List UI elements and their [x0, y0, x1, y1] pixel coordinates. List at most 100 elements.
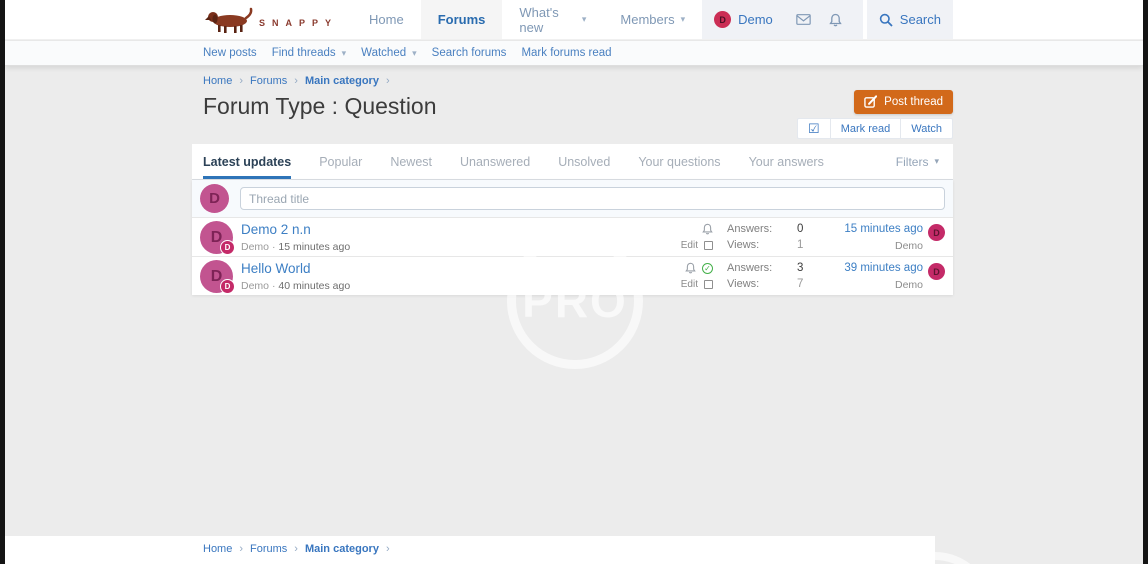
post-thread-button[interactable]: Post thread	[854, 90, 953, 114]
chevron-right-icon: ›	[239, 543, 244, 555]
main-navigation: Home Forums What's new ▾ Members ▾	[352, 0, 702, 39]
avatar-letter: D	[210, 228, 223, 246]
search-icon	[879, 13, 893, 27]
thread-row: D D Hello World Demo · 40 minutes ago ✓ …	[192, 256, 953, 295]
last-post-avatar[interactable]: D	[928, 263, 945, 280]
tab-popular[interactable]: Popular	[319, 154, 363, 169]
nav-whats-new-label: What's new	[519, 4, 559, 35]
thread-author: Demo	[241, 280, 270, 292]
edit-link[interactable]: Edit	[680, 279, 698, 290]
alerts-button[interactable]	[820, 13, 851, 27]
last-post-time-link[interactable]: 39 minutes ago	[844, 262, 923, 274]
top-navbar: SNAPPY Home Forums What's new ▾ Members …	[5, 0, 1143, 40]
subnav-find-threads[interactable]: Find threads ▾	[272, 47, 346, 59]
tab-unanswered[interactable]: Unanswered	[460, 154, 531, 169]
select-all-checkbox[interactable]: ☑	[798, 119, 831, 138]
views-label: Views:	[727, 278, 760, 290]
breadcrumb: Home › Forums › Main category ›	[203, 75, 953, 87]
bell-icon	[702, 223, 713, 235]
nav-members[interactable]: Members ▾	[603, 0, 702, 39]
thread-tools-bar: ☑ Mark read Watch	[797, 118, 953, 139]
nav-home[interactable]: Home	[369, 12, 404, 27]
tab-latest-updates[interactable]: Latest updates	[203, 144, 292, 179]
topnav-right: D Demo	[702, 0, 953, 39]
breadcrumb-main-category[interactable]: Main category	[304, 75, 379, 87]
mini-avatar[interactable]: D	[220, 279, 235, 294]
filters-menu[interactable]: Filters ▾	[896, 144, 939, 179]
solved-check-icon: ✓	[702, 262, 713, 274]
pencil-square-icon	[864, 95, 878, 108]
bell-icon	[829, 13, 842, 26]
search-label: Search	[899, 12, 941, 27]
answers-count: 3	[797, 262, 804, 274]
last-post-user: Demo	[894, 279, 923, 291]
brand-wordmark: SNAPPY	[259, 17, 339, 28]
thread-flags: ✓	[679, 262, 713, 274]
views-count: 7	[797, 278, 804, 290]
thread-author: Demo	[241, 241, 270, 253]
avatar-letter: D	[224, 243, 231, 252]
secondary-navbar: New posts Find threads ▾ Watched ▾ Searc…	[5, 41, 1143, 66]
avatar-letter: D	[209, 190, 220, 207]
nav-forums[interactable]: Forums	[420, 0, 503, 39]
avatar[interactable]: D	[200, 221, 233, 254]
thread-posted-time: 40 minutes ago	[278, 280, 351, 292]
subnav-mark-forums-read[interactable]: Mark forums read	[521, 47, 612, 59]
subnav-watched[interactable]: Watched ▾	[361, 47, 417, 59]
dachshund-logo-icon	[205, 7, 253, 33]
account-area: D Demo	[702, 0, 863, 39]
chevron-right-icon: ›	[239, 75, 244, 87]
inbox-button[interactable]	[787, 14, 820, 25]
tab-your-answers[interactable]: Your answers	[748, 154, 824, 169]
views-count: 1	[797, 239, 804, 251]
mark-read-button[interactable]: Mark read	[831, 119, 902, 138]
chevron-right-icon: ›	[385, 75, 390, 87]
last-post-time-link[interactable]: 15 minutes ago	[844, 223, 923, 235]
nav-whats-new[interactable]: What's new ▾	[502, 0, 603, 39]
thread-select-checkbox[interactable]	[704, 241, 713, 250]
last-post-user: Demo	[894, 240, 923, 252]
meta-separator: ·	[271, 241, 276, 253]
subnav-new-posts[interactable]: New posts	[203, 47, 257, 59]
page-title: Forum Type : Question	[203, 93, 437, 119]
thread-title-link[interactable]: Hello World	[241, 261, 311, 276]
edit-link[interactable]: Edit	[680, 240, 698, 251]
watch-button[interactable]: Watch	[911, 122, 942, 135]
tab-unsolved[interactable]: Unsolved	[558, 154, 611, 169]
chevron-right-icon: ›	[294, 75, 298, 87]
chevron-down-icon: ▾	[412, 47, 417, 58]
chevron-down-icon: ▾	[341, 47, 347, 58]
nav-members-label: Members	[620, 12, 675, 27]
chevron-down-icon: ▾	[581, 14, 587, 24]
screen-edge-right	[1143, 0, 1148, 564]
thread-meta: Demo · 15 minutes ago	[241, 241, 350, 253]
avatar-letter: D	[719, 14, 726, 25]
tab-newest[interactable]: Newest	[390, 154, 432, 169]
breadcrumb-forums[interactable]: Forums	[250, 75, 288, 87]
search-button[interactable]: Search	[866, 0, 953, 39]
mini-avatar[interactable]: D	[220, 240, 235, 255]
breadcrumb-home[interactable]: Home	[203, 543, 233, 555]
tab-your-questions[interactable]: Your questions	[638, 154, 721, 169]
thread-title-input[interactable]	[240, 187, 945, 210]
breadcrumb-home[interactable]: Home	[203, 75, 233, 87]
thread-select-checkbox[interactable]	[704, 280, 713, 289]
site-logo[interactable]: SNAPPY	[205, 0, 338, 39]
thread-posted-time: 15 minutes ago	[278, 241, 351, 253]
last-post-avatar[interactable]: D	[928, 224, 945, 241]
thread-title-link[interactable]: Demo 2 n.n	[241, 222, 311, 237]
bell-icon	[685, 262, 696, 274]
avatar-letter: D	[224, 282, 231, 291]
breadcrumb-main-category[interactable]: Main category	[304, 543, 379, 555]
thread-list-tabs: Latest updates Popular Newest Unanswered…	[192, 144, 953, 180]
thread-edit-controls: Edit	[681, 279, 713, 290]
account-menu[interactable]: Demo	[738, 12, 773, 27]
subnav-search-forums[interactable]: Search forums	[431, 47, 507, 59]
avatar[interactable]: D	[714, 11, 732, 28]
subnav-find-threads-label: Find threads	[271, 47, 336, 59]
breadcrumb-forums[interactable]: Forums	[250, 543, 288, 555]
checkbox-checked-icon: ☑	[808, 121, 820, 136]
filters-label: Filters	[895, 154, 929, 169]
avatar-letter: D	[210, 267, 223, 285]
